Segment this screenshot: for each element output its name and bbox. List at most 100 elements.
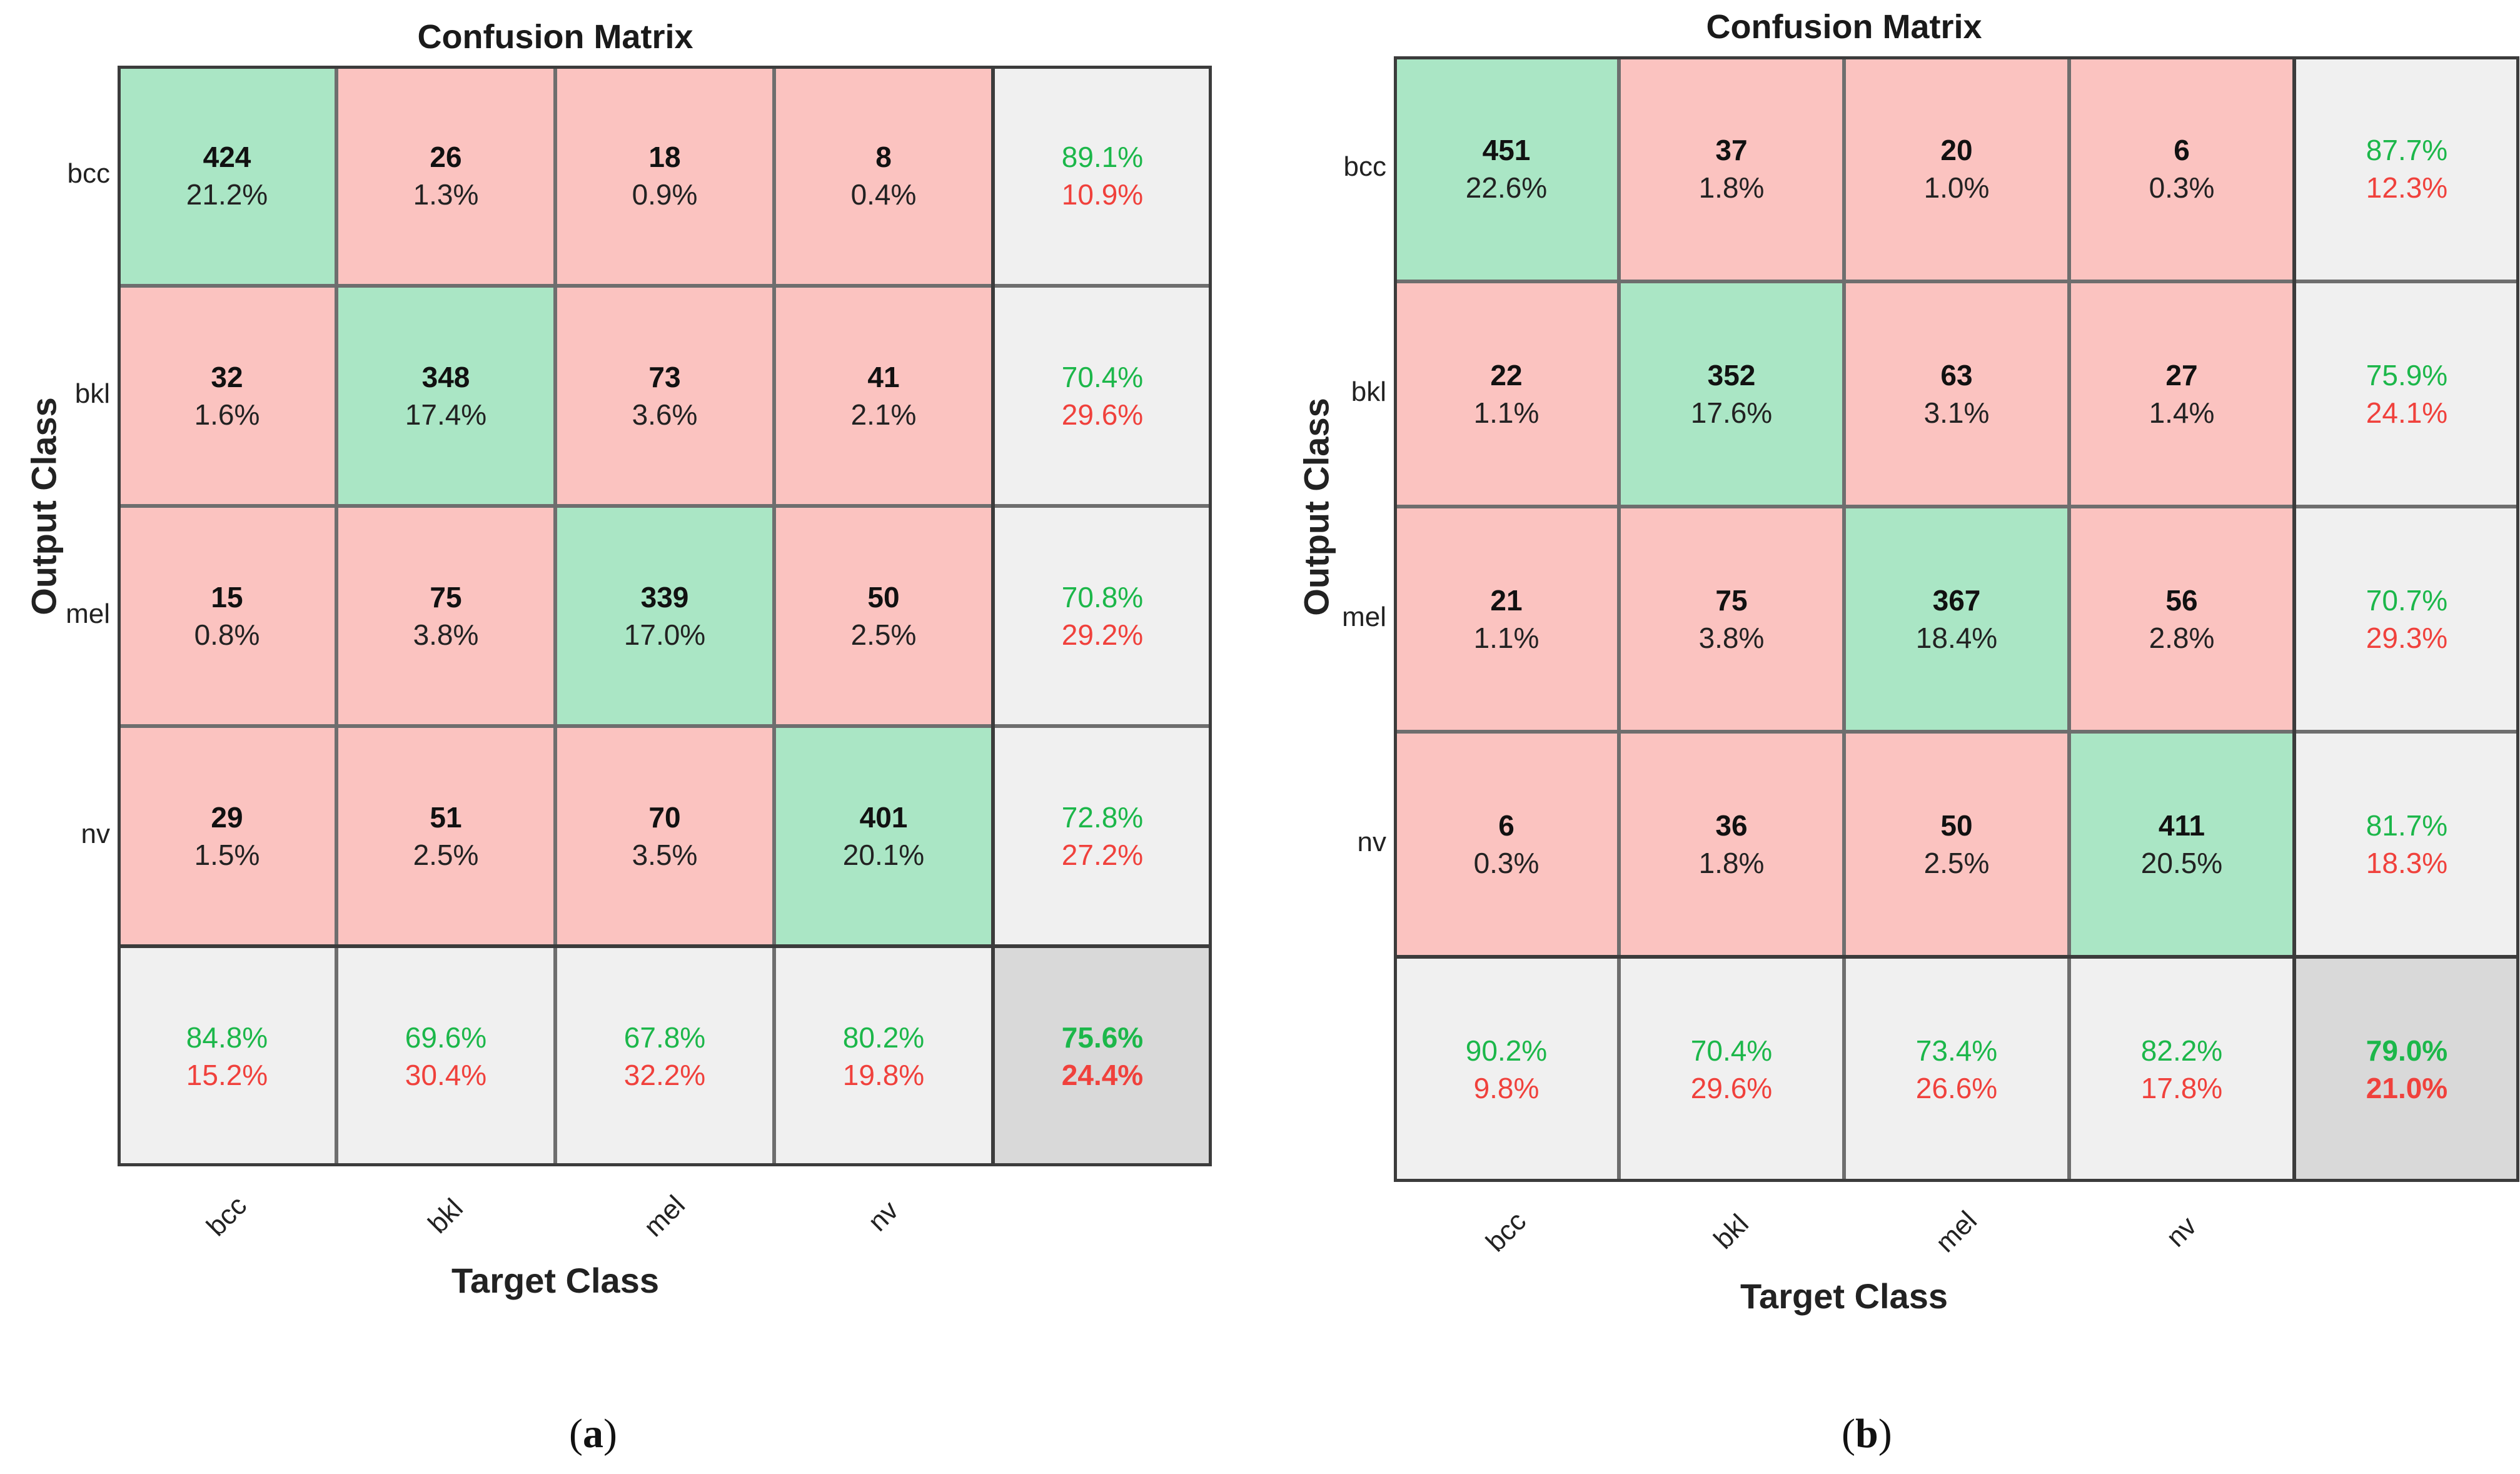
- overall-error-value: 24.4%: [1061, 1059, 1144, 1091]
- row-summary-cell: 72.8% 27.2%: [993, 726, 1212, 946]
- cell-percent: 0.3%: [2149, 171, 2215, 204]
- cell-percent: 3.5%: [632, 839, 698, 871]
- y-axis-title: Output Class: [1296, 398, 1336, 616]
- x-axis-title: Target Class: [1740, 1276, 1948, 1316]
- matrix-cell: 8 0.4%: [774, 66, 993, 286]
- chart-title: Confusion Matrix: [1706, 8, 1982, 46]
- subfigure-letter: b: [1855, 1411, 1878, 1456]
- matrix-cell: 401 20.1%: [774, 726, 993, 946]
- cell-count: 21: [1490, 584, 1523, 617]
- x-tick-label: nv: [862, 1194, 905, 1238]
- cell-percent: 0.8%: [194, 618, 260, 651]
- miss-value: 15.2%: [186, 1059, 268, 1091]
- overall-accuracy-cell: 79.0% 21.0%: [2294, 957, 2519, 1182]
- cell-count: 56: [2165, 584, 2198, 617]
- cell-percent: 2.5%: [850, 618, 917, 651]
- row-summary-cell: 87.7% 12.3%: [2294, 56, 2519, 281]
- miss-value: 32.2%: [623, 1059, 706, 1091]
- error-value: 29.6%: [1061, 398, 1144, 431]
- matrix-cell: 75 3.8%: [336, 506, 555, 726]
- recall-value: 69.6%: [405, 1021, 487, 1054]
- cell-count: 22: [1490, 359, 1523, 391]
- matrix-cell: 27 1.4%: [2069, 281, 2294, 507]
- matrix-cell: 70 3.5%: [555, 726, 774, 946]
- subfigure-label: (b): [1842, 1411, 1892, 1456]
- column-summary-cell: 80.2% 19.8%: [774, 946, 993, 1166]
- chart-title: Confusion Matrix: [417, 18, 693, 56]
- cell-count: 411: [2158, 809, 2205, 842]
- matrix-cell: 6 0.3%: [1394, 732, 1619, 957]
- column-summary-cell: 84.8% 15.2%: [118, 946, 336, 1166]
- recall-value: 67.8%: [623, 1021, 706, 1054]
- error-value: 24.1%: [2366, 396, 2448, 429]
- matrix-cell: 50 2.5%: [774, 506, 993, 726]
- matrix-cell: 50 2.5%: [1844, 732, 2069, 957]
- row-summary-cell: 89.1% 10.9%: [993, 66, 1212, 286]
- cell-count: 15: [211, 581, 243, 613]
- cell-count: 63: [1940, 359, 1973, 391]
- matrix-cell: 451 22.6%: [1394, 56, 1619, 281]
- cell-percent: 17.0%: [623, 618, 706, 651]
- matrix-cell: 367 18.4%: [1844, 507, 2069, 732]
- cell-percent: 0.3%: [1473, 847, 1540, 879]
- matrix-cell: 32 1.6%: [118, 286, 336, 506]
- matrix-cell: 51 2.5%: [336, 726, 555, 946]
- error-value: 10.9%: [1061, 178, 1144, 211]
- cell-percent: 18.4%: [1915, 622, 1998, 654]
- recall-value: 80.2%: [842, 1021, 925, 1054]
- matrix-cell: 15 0.8%: [118, 506, 336, 726]
- matrix-cell: 339 17.0%: [555, 506, 774, 726]
- recall-value: 70.4%: [1690, 1034, 1773, 1067]
- precision-value: 87.7%: [2366, 134, 2448, 166]
- y-tick-label: bcc: [1343, 151, 1386, 182]
- matrix-cell: 73 3.6%: [555, 286, 774, 506]
- cell-count: 50: [867, 581, 900, 613]
- matrix-grid: 424 21.2% 26 1.3% 18 0.9% 8 0.4% 89.1% 10.9% 32 1.6…: [118, 66, 1212, 1166]
- cell-percent: 1.4%: [2149, 396, 2215, 429]
- y-tick-label: mel: [1342, 602, 1386, 632]
- miss-value: 26.6%: [1915, 1072, 1998, 1104]
- precision-value: 72.8%: [1061, 801, 1144, 834]
- cell-percent: 22.6%: [1465, 171, 1548, 204]
- recall-value: 82.2%: [2140, 1034, 2223, 1067]
- column-summary-cell: 82.2% 17.8%: [2069, 957, 2294, 1182]
- cell-count: 451: [1482, 134, 1531, 166]
- cell-percent: 1.8%: [1698, 847, 1765, 879]
- cell-count: 70: [648, 801, 681, 834]
- y-tick-label: bcc: [67, 158, 110, 189]
- cell-count: 8: [875, 141, 892, 173]
- precision-value: 81.7%: [2366, 809, 2448, 842]
- x-tick-label: mel: [1930, 1205, 1983, 1259]
- row-summary-cell: 70.4% 29.6%: [993, 286, 1212, 506]
- x-tick-label: mel: [638, 1189, 692, 1243]
- column-summary-cell: 90.2% 9.8%: [1394, 957, 1619, 1182]
- matrix-grid: 451 22.6% 37 1.8% 20 1.0% 6 0.3% 87.7% 12.3% 22 1.1…: [1394, 56, 2519, 1182]
- row-summary-cell: 70.8% 29.2%: [993, 506, 1212, 726]
- error-value: 18.3%: [2366, 847, 2448, 879]
- cell-percent: 20.5%: [2140, 847, 2223, 879]
- x-tick-label: bcc: [201, 1190, 253, 1243]
- matrix-cell: 18 0.9%: [555, 66, 774, 286]
- cell-percent: 1.1%: [1473, 396, 1540, 429]
- matrix-cell: 411 20.5%: [2069, 732, 2294, 957]
- row-summary-cell: 81.7% 18.3%: [2294, 732, 2519, 957]
- cell-percent: 17.6%: [1690, 396, 1773, 429]
- error-value: 27.2%: [1061, 839, 1144, 871]
- matrix-cell: 41 2.1%: [774, 286, 993, 506]
- matrix-cell: 26 1.3%: [336, 66, 555, 286]
- y-tick-label: nv: [81, 819, 110, 849]
- cell-count: 26: [430, 141, 462, 173]
- x-axis-title: Target Class: [451, 1261, 659, 1300]
- cell-percent: 0.9%: [632, 178, 698, 211]
- x-tick-label: bkl: [1708, 1208, 1755, 1255]
- cell-percent: 1.6%: [194, 398, 260, 431]
- cell-count: 36: [1715, 809, 1748, 842]
- row-summary-cell: 70.7% 29.3%: [2294, 507, 2519, 732]
- miss-value: 30.4%: [405, 1059, 487, 1091]
- error-value: 29.3%: [2366, 622, 2448, 654]
- cell-count: 352: [1707, 359, 1756, 391]
- cell-count: 339: [640, 581, 689, 613]
- matrix-cell: 75 3.8%: [1619, 507, 1844, 732]
- column-summary-cell: 73.4% 26.6%: [1844, 957, 2069, 1182]
